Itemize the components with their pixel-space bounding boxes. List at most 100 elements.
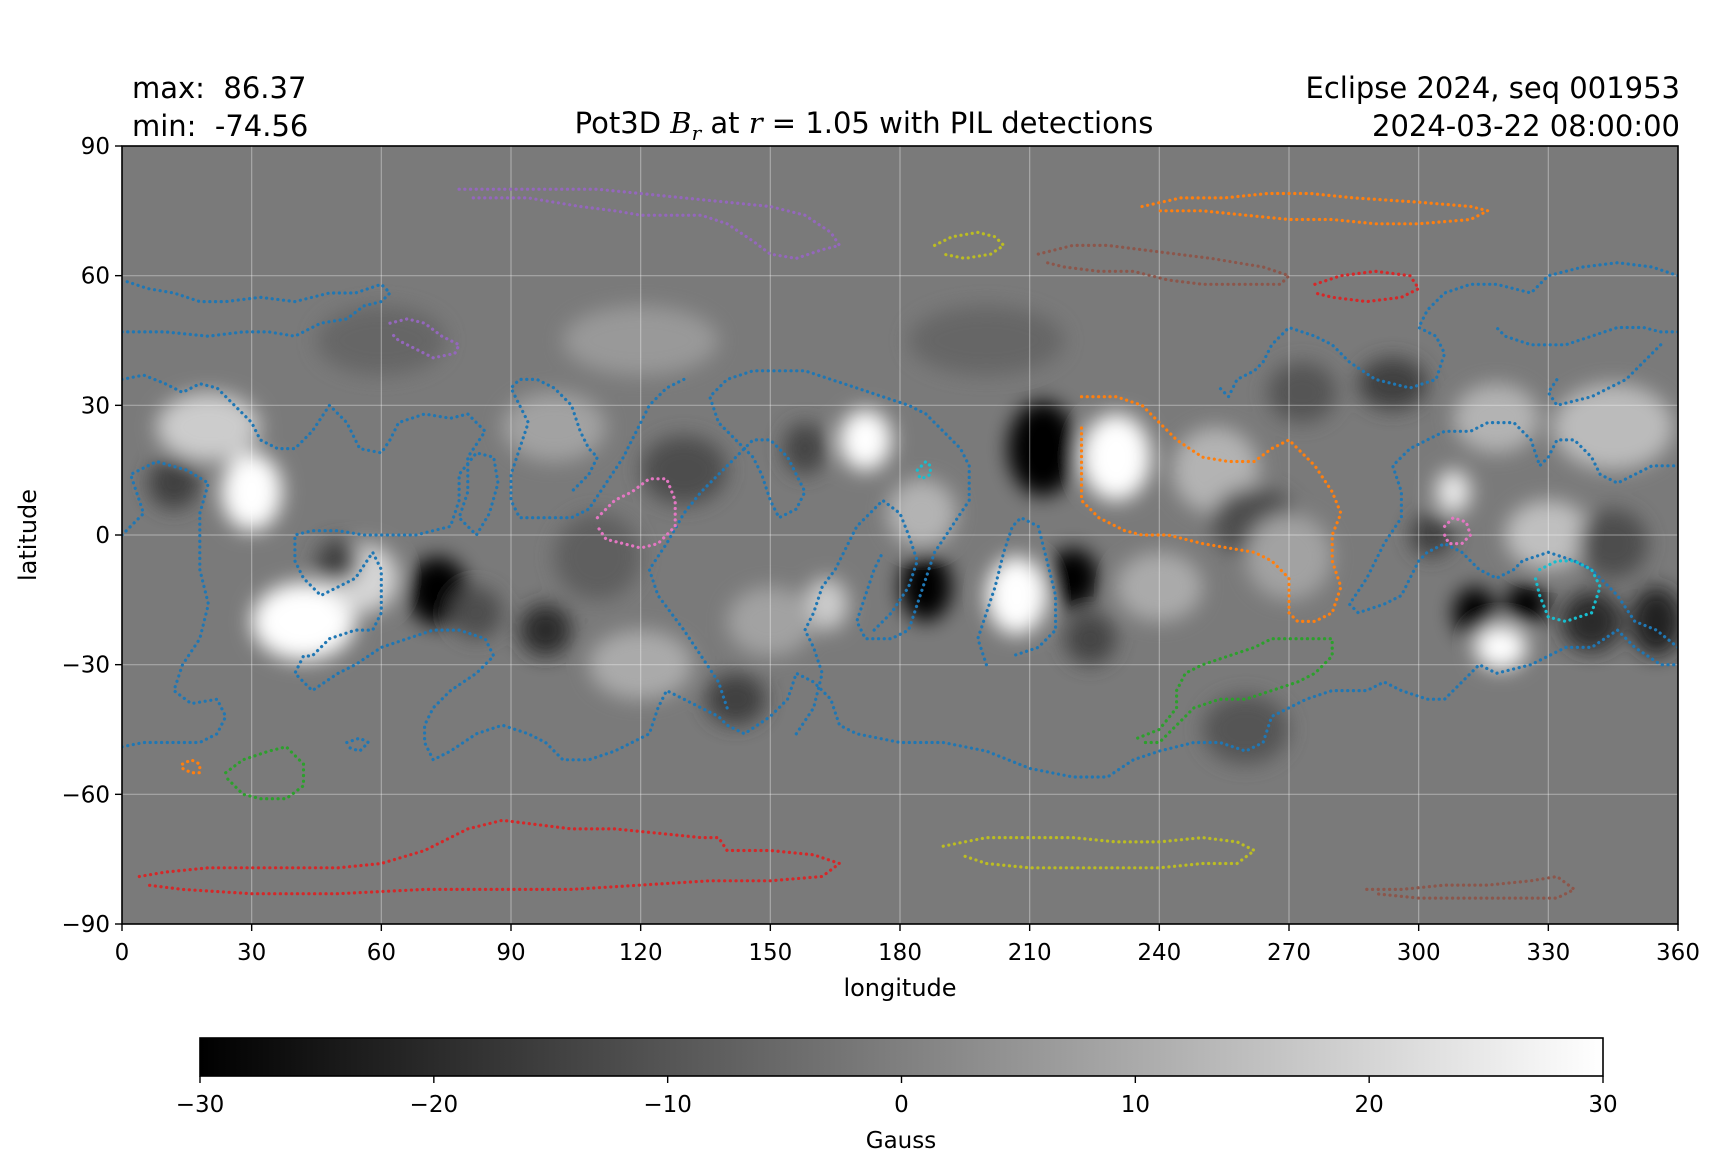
pil-contour-11 — [345, 736, 372, 753]
pil-contour-24 — [224, 745, 306, 801]
pil-contour-8 — [647, 369, 971, 710]
colorbar — [199, 1037, 1604, 1077]
field-blob-27 — [1435, 470, 1471, 514]
colorbar-tick-label-2: −10 — [643, 1092, 692, 1118]
field-blob-25 — [1358, 357, 1428, 410]
field-blob-37 — [1578, 509, 1648, 579]
pil-contour-12 — [457, 187, 843, 261]
colorbar-tick-label-6: 30 — [1588, 1092, 1617, 1118]
pil-contour-0 — [122, 459, 228, 749]
field-blob-12 — [839, 409, 892, 471]
title-r: r — [748, 106, 763, 140]
y-tick-label-6: 90 — [81, 134, 110, 160]
colorbar-tick-label-3: 0 — [894, 1092, 909, 1118]
field-blob-19 — [1081, 413, 1151, 501]
max-stat: max: 86.37 — [132, 71, 307, 105]
pil-contours — [122, 187, 1678, 900]
field-map — [122, 146, 1678, 924]
field-blob-40 — [554, 513, 641, 600]
field-blob-38 — [588, 630, 693, 700]
field-blob-14 — [887, 478, 957, 548]
field-blob-18 — [1046, 547, 1099, 609]
field-blob-41 — [727, 586, 814, 657]
field-blob-8 — [450, 586, 503, 639]
pil-contour-19 — [915, 459, 932, 481]
field-blob-34 — [1505, 500, 1592, 570]
field-blob-13 — [804, 578, 849, 631]
title-mid: at — [701, 106, 749, 140]
x-tick-label-5: 150 — [748, 940, 792, 966]
y-axis: −90 −60 −30 0 30 60 90 — [61, 134, 122, 938]
pil-contour-3 — [122, 278, 393, 338]
y-tick-label-0: −90 — [61, 912, 110, 938]
colorbar-label: Gauss — [866, 1128, 936, 1152]
x-tick-label-9: 270 — [1267, 940, 1311, 966]
colorbar-axis: −30 −20 −10 0 10 20 30 — [176, 1076, 1618, 1118]
info-line-2: 2024-03-22 08:00:00 — [1372, 109, 1680, 143]
colorbar-tick-label-1: −20 — [410, 1092, 459, 1118]
title-eq: = 1.05 with PIL detections — [762, 106, 1154, 140]
pil-contour-20 — [595, 477, 677, 550]
colorbar-tick-label-0: −30 — [176, 1092, 225, 1118]
field-blob-24 — [1267, 362, 1337, 423]
x-tick-label-10: 300 — [1397, 940, 1441, 966]
field-blob-0 — [221, 452, 282, 531]
x-tick-label-6: 180 — [878, 940, 922, 966]
title-var: B — [670, 106, 692, 140]
field-blob-1 — [251, 582, 356, 661]
chart-title: Pot3D Br at r = 1.05 with PIL detections — [0, 106, 1728, 146]
pil-contour-26 — [137, 818, 843, 896]
field-blob-10 — [705, 673, 767, 726]
colorbar-tick-label-4: 10 — [1121, 1092, 1150, 1118]
x-tick-label-12: 360 — [1656, 940, 1700, 966]
y-tick-label-1: −60 — [61, 782, 110, 808]
field-blob-43 — [316, 305, 447, 376]
x-tick-label-4: 120 — [619, 940, 663, 966]
x-axis: 0 30 60 90 120 150 180 210 240 270 300 330 360 — [115, 924, 1700, 966]
pil-contour-13 — [388, 317, 462, 360]
x-tick-label-7: 210 — [1008, 940, 1052, 966]
x-tick-label-1: 30 — [237, 940, 266, 966]
title-lead: Pot3D — [574, 106, 671, 140]
y-tick-label-2: −30 — [61, 653, 110, 679]
info-line-1: Eclipse 2024, seq 001953 — [1305, 71, 1680, 105]
y-axis-label: latitude — [14, 489, 42, 581]
pil-contour-16 — [1036, 243, 1292, 286]
field-blob-15 — [900, 552, 952, 622]
pil-contour-25 — [180, 758, 202, 775]
x-tick-label-8: 240 — [1137, 940, 1181, 966]
pil-contour-6 — [1546, 343, 1663, 408]
field-blob-29 — [1453, 586, 1497, 639]
grid-lines — [122, 146, 1678, 924]
field-blob-35 — [1552, 383, 1674, 471]
pil-contour-23 — [1136, 637, 1334, 745]
y-tick-label-3: 0 — [95, 523, 110, 549]
field-blob-17 — [1008, 401, 1078, 497]
field-blob-44 — [908, 305, 1065, 376]
x-tick-label-11: 330 — [1526, 940, 1570, 966]
colorbar-tick-label-5: 20 — [1355, 1092, 1384, 1118]
field-blob-7 — [519, 604, 572, 657]
field-blob-6 — [156, 392, 261, 462]
pil-contour-22 — [1533, 559, 1602, 624]
x-axis-label: longitude — [843, 974, 956, 1002]
pil-contour-5 — [1494, 325, 1678, 347]
field-blob-42 — [1202, 694, 1290, 765]
pil-contour-21 — [1443, 515, 1473, 546]
x-tick-label-3: 90 — [496, 940, 525, 966]
title-sub: r — [691, 120, 702, 145]
min-stat: min: -74.56 — [132, 109, 309, 143]
field-blob-9 — [640, 435, 728, 505]
field-blob-45 — [562, 305, 719, 376]
y-tick-label-5: 60 — [81, 264, 110, 290]
pil-contour-14 — [933, 230, 1007, 261]
field-blob-20 — [1064, 612, 1117, 665]
field-blob-33 — [1630, 586, 1678, 657]
field-blob-39 — [502, 392, 607, 462]
field-blob-16 — [986, 556, 1047, 635]
pil-contour-2 — [1347, 421, 1678, 649]
x-tick-label-0: 0 — [115, 940, 130, 966]
pil-contour-17 — [1313, 269, 1422, 304]
field-blob-30 — [1505, 582, 1549, 626]
